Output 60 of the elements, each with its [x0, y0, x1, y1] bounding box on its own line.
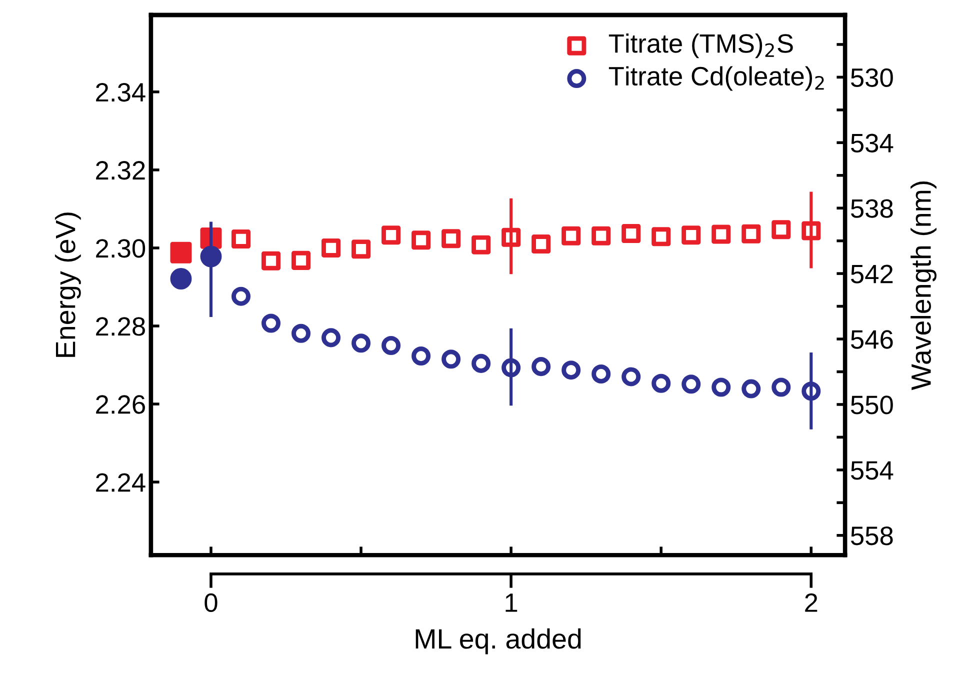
point	[742, 224, 761, 244]
y2-tick-label: 550	[850, 396, 893, 414]
point	[712, 224, 731, 244]
point	[442, 229, 461, 248]
point	[712, 378, 731, 397]
y2-tick-label: 538	[850, 199, 893, 218]
point	[472, 354, 491, 373]
y2-tick-label: 546	[850, 330, 893, 349]
legend-label: Titrate Cd(oleate)$_{2}$	[608, 66, 824, 91]
point	[382, 336, 401, 356]
point	[352, 334, 371, 353]
legend-label: Titrate (TMS)$_{2}$S	[608, 33, 793, 58]
point	[261, 251, 281, 270]
x-axis-title: ML eq. added	[416, 628, 581, 654]
y2-tick-label: 554	[850, 461, 894, 480]
point	[352, 240, 371, 259]
point	[382, 226, 401, 245]
y2-tick-label: 542	[850, 264, 893, 284]
point	[562, 226, 581, 246]
point	[562, 360, 581, 380]
point	[170, 242, 192, 264]
y-tick-label: 2.32	[96, 161, 145, 180]
point	[682, 374, 701, 394]
y-tick-label: 2.30	[96, 239, 146, 258]
point	[231, 286, 250, 306]
y2-tick-label: 530	[850, 68, 893, 88]
point	[532, 234, 551, 254]
point	[622, 367, 641, 386]
y2-tick-label: 558	[850, 526, 893, 546]
x-tick-label: 0	[204, 593, 218, 612]
point	[322, 328, 341, 348]
point	[772, 220, 791, 240]
point	[412, 346, 431, 366]
y-tick-label: 2.34	[96, 83, 146, 102]
y-tick-label: 2.26	[96, 395, 145, 414]
point	[742, 379, 761, 398]
point	[652, 374, 671, 393]
point	[261, 314, 281, 333]
point	[772, 378, 791, 397]
point	[472, 235, 491, 254]
point	[442, 350, 461, 369]
point	[231, 229, 250, 248]
y2-axis-title: Wavelength (nm)	[910, 182, 936, 390]
y-axis-title: Energy (eV)	[54, 212, 81, 357]
point	[592, 226, 611, 246]
x-tick-label: 1	[506, 594, 518, 612]
y2-tick-label: 534	[850, 134, 894, 152]
x-tick-label: 2	[805, 593, 818, 612]
point	[622, 224, 641, 244]
y-tick-label: 2.28	[96, 317, 145, 336]
point	[682, 226, 701, 245]
point	[412, 230, 431, 250]
point	[170, 268, 192, 290]
point	[292, 250, 311, 270]
point	[292, 324, 311, 343]
point	[532, 357, 551, 376]
point	[322, 238, 341, 258]
point	[652, 227, 671, 246]
y-tick-label: 2.24	[96, 473, 146, 492]
point	[592, 364, 611, 384]
